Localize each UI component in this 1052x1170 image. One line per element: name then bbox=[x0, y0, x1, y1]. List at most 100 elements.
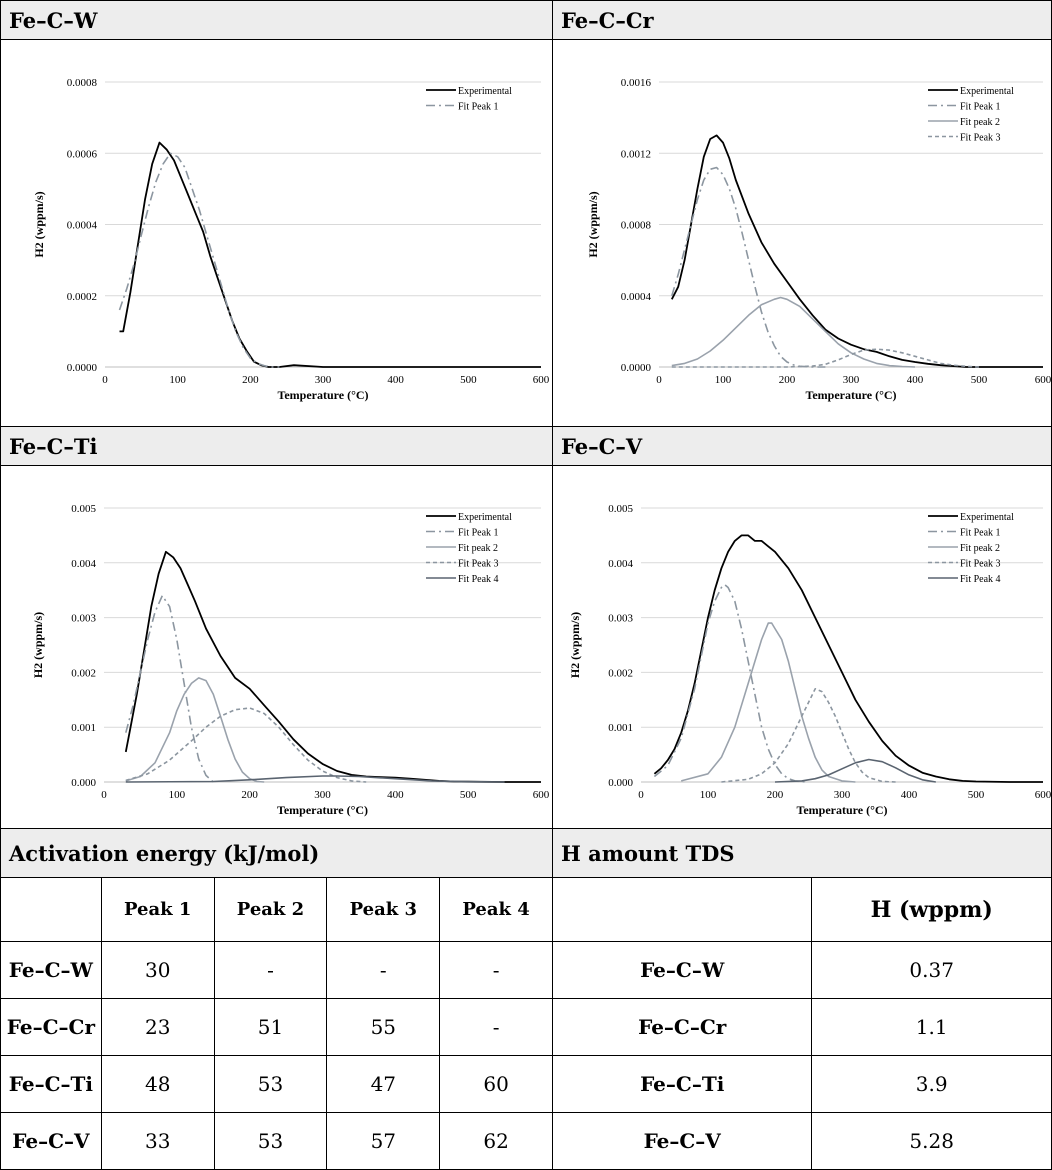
table-cell: 1.1 bbox=[812, 999, 1052, 1056]
legend-label: Experimental bbox=[960, 86, 1014, 97]
series-line-0 bbox=[654, 535, 1043, 782]
x-tick-label: 200 bbox=[242, 374, 259, 386]
table-row-label: Fe–C–V bbox=[553, 1113, 812, 1170]
y-tick-label: 0.001 bbox=[71, 722, 96, 734]
chart-fe-c-v: 0.000 0.001 0.002 0.003 0.004 0.005 0 100 200 300… bbox=[553, 466, 1051, 828]
series-line-3 bbox=[126, 708, 366, 782]
x-axis-title: Temperature (°C) bbox=[277, 388, 368, 402]
y-tick-label: 0.0004 bbox=[621, 291, 652, 303]
x-tick-label: 0 bbox=[101, 789, 107, 801]
legend-label: Fit peak 2 bbox=[960, 117, 1000, 128]
y-tick-label: 0.000 bbox=[608, 777, 633, 789]
x-tick-label: 0 bbox=[656, 374, 662, 386]
y-tick-label: 0.004 bbox=[608, 558, 633, 570]
y-axis-title: H2 (wppm/s) bbox=[568, 612, 582, 678]
table-cell: 0.37 bbox=[812, 942, 1052, 999]
y-tick-label: 0.002 bbox=[608, 667, 633, 679]
x-tick-label: 0 bbox=[102, 374, 108, 386]
x-tick-label: 300 bbox=[834, 789, 851, 801]
table-cell: 62 bbox=[440, 1113, 553, 1170]
table-header-cell: Peak 2 bbox=[214, 878, 327, 942]
table-row-label: Fe–C–Cr bbox=[553, 999, 812, 1056]
table-cell: 23 bbox=[101, 999, 214, 1056]
y-tick-label: 0.0000 bbox=[67, 362, 98, 374]
table-cell: 53 bbox=[214, 1056, 327, 1113]
legend-label: Fit peak 2 bbox=[458, 543, 498, 554]
table-cell: - bbox=[440, 942, 553, 999]
chart-cell-fe-c-cr: 0.0000 0.0004 0.0008 0.0012 0.0016 0 100 200 300… bbox=[552, 39, 1052, 427]
series-line-0 bbox=[672, 135, 1043, 367]
table-row: Fe–C–Ti 48 53 47 60 bbox=[1, 1056, 553, 1113]
table-cell: 60 bbox=[440, 1056, 553, 1113]
x-tick-label: 300 bbox=[315, 374, 332, 386]
x-tick-label: 500 bbox=[460, 374, 477, 386]
legend-label: Fit Peak 3 bbox=[960, 133, 1001, 144]
x-tick-label: 100 bbox=[169, 789, 186, 801]
legend-label: Fit peak 2 bbox=[960, 543, 1000, 554]
x-tick-label: 500 bbox=[968, 789, 985, 801]
x-tick-label: 300 bbox=[314, 789, 331, 801]
chart-fe-c-ti: 0.0000.0010.0020.0030.0040.0050 100 200 300… bbox=[1, 466, 552, 828]
y-tick-label: 0.003 bbox=[608, 613, 633, 625]
chart-fe-c-w: 0.0000 0.0002 0.0004 0.0006 0.0008 0 100 200 300… bbox=[1, 40, 552, 426]
panel-title-fe-c-w: Fe–C–W bbox=[0, 0, 553, 40]
x-tick-label: 400 bbox=[387, 374, 404, 386]
table-cell: 5.28 bbox=[812, 1113, 1052, 1170]
table-header-cell bbox=[553, 878, 812, 942]
x-tick-label: 600 bbox=[1035, 789, 1051, 801]
table-header-cell: H (wppm) bbox=[812, 878, 1052, 942]
x-tick-label: 0 bbox=[638, 789, 644, 801]
y-tick-label: 0.0006 bbox=[67, 148, 98, 160]
legend-label: Experimental bbox=[960, 512, 1014, 523]
y-tick-label: 0.002 bbox=[71, 667, 96, 679]
legend-label: Fit Peak 1 bbox=[960, 102, 1001, 113]
table-cell: - bbox=[214, 942, 327, 999]
chart-cell-fe-c-v: 0.000 0.001 0.002 0.003 0.004 0.005 0 100 200 300… bbox=[552, 465, 1052, 829]
table-row: Fe–C–V 33 53 57 62 bbox=[1, 1113, 553, 1170]
y-axis-title: H2 (wppm/s) bbox=[31, 612, 45, 678]
y-axis-title: H2 (wppm/s) bbox=[32, 191, 46, 257]
activation-energy-title: Activation energy (kJ/mol) bbox=[0, 828, 553, 878]
legend-label: Experimental bbox=[458, 512, 512, 523]
table-row: Fe–C–Ti 3.9 bbox=[553, 1056, 1052, 1113]
y-tick-label: 0.0016 bbox=[621, 77, 652, 89]
legend-label: Fit Peak 3 bbox=[960, 559, 1001, 570]
series-line-1 bbox=[672, 168, 826, 368]
y-tick-label: 0.001 bbox=[608, 722, 633, 734]
chart-cell-fe-c-ti: 0.000 0.001 0.002 0.003 0.004 0.005 0 100 200 300… bbox=[0, 465, 553, 829]
series-line-1 bbox=[654, 585, 808, 782]
x-axis-title: Temperature (°C) bbox=[277, 803, 368, 817]
table-row: Fe–C–Cr 23 51 55 - bbox=[1, 999, 553, 1056]
series-line-0 bbox=[120, 143, 542, 367]
x-tick-label: 400 bbox=[901, 789, 918, 801]
series-line-2 bbox=[126, 678, 264, 782]
x-tick-label: 300 bbox=[843, 374, 860, 386]
x-tick-label: 100 bbox=[715, 374, 732, 386]
x-tick-label: 600 bbox=[533, 374, 550, 386]
series-line-2 bbox=[672, 298, 915, 368]
y-tick-label: 0.0012 bbox=[621, 148, 651, 160]
x-tick-label: 200 bbox=[241, 789, 258, 801]
y-tick-label: 0.004 bbox=[71, 558, 96, 570]
legend-label: Fit Peak 1 bbox=[960, 528, 1001, 539]
table-cell: 3.9 bbox=[812, 1056, 1052, 1113]
x-tick-label: 200 bbox=[767, 789, 784, 801]
legend-label: Fit Peak 1 bbox=[458, 528, 499, 539]
x-tick-label: 100 bbox=[169, 374, 186, 386]
table-header-cell: Peak 3 bbox=[327, 878, 440, 942]
table-row-label: Fe–C–W bbox=[1, 942, 102, 999]
x-tick-label: 600 bbox=[1035, 374, 1051, 386]
table-header-row: Peak 1 Peak 2 Peak 3 Peak 4 bbox=[1, 878, 553, 942]
table-row-label: Fe–C–Cr bbox=[1, 999, 102, 1056]
y-tick-label: 0.0008 bbox=[67, 77, 98, 89]
series-line-4 bbox=[775, 760, 936, 783]
panel-title-fe-c-v: Fe–C–V bbox=[552, 426, 1052, 466]
y-tick-label: 0.003 bbox=[71, 613, 96, 625]
series-line-1 bbox=[126, 596, 214, 782]
x-tick-label: 500 bbox=[460, 789, 477, 801]
table-cell: 57 bbox=[327, 1113, 440, 1170]
activation-energy-table: Peak 1 Peak 2 Peak 3 Peak 4 Fe–C–W 30 - … bbox=[0, 877, 553, 1170]
legend-label: Fit Peak 4 bbox=[458, 574, 499, 585]
panel-title-fe-c-ti: Fe–C–Ti bbox=[0, 426, 553, 466]
